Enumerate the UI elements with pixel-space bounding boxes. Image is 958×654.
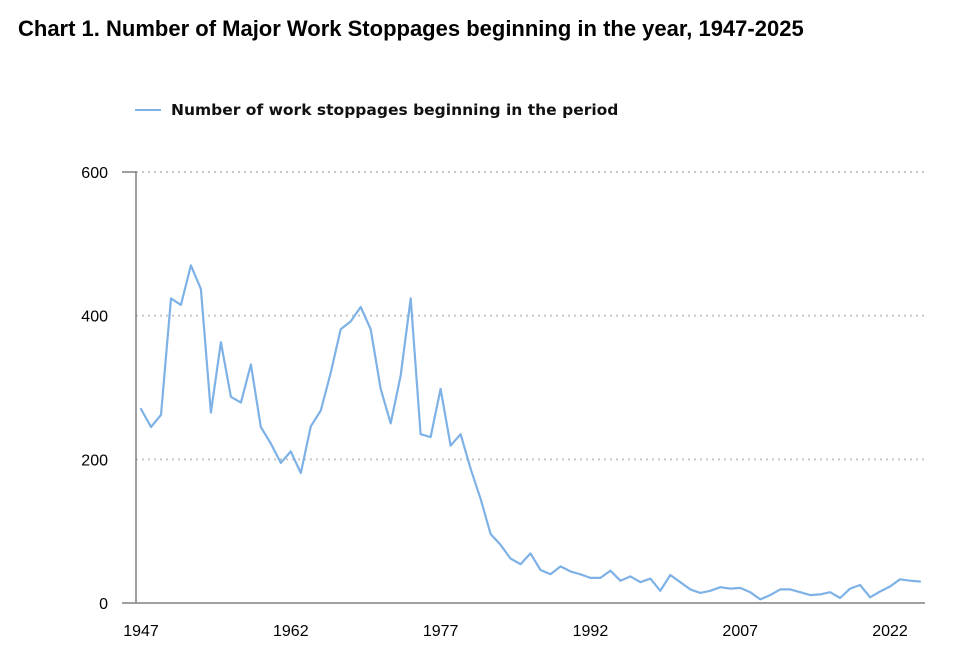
- data-point-1977: [439, 388, 441, 390]
- data-point-1990: [569, 570, 571, 572]
- legend-swatch-line: [135, 109, 161, 111]
- data-point-1970: [370, 328, 372, 330]
- data-point-2008: [749, 591, 751, 593]
- data-point-1989: [559, 565, 561, 567]
- x-tick-label-2022: 2022: [872, 623, 908, 640]
- data-point-1986: [529, 552, 531, 554]
- data-point-1961: [280, 462, 282, 464]
- data-point-1966: [330, 371, 332, 373]
- y-tick-label-200: 200: [81, 452, 108, 469]
- chart-title: Chart 1. Number of Major Work Stoppages …: [18, 16, 804, 41]
- data-point-1985: [519, 563, 521, 565]
- data-point-1995: [619, 580, 621, 582]
- data-point-1962: [290, 450, 292, 452]
- data-point-2009: [759, 598, 761, 600]
- data-point-1973: [399, 374, 401, 376]
- data-point-1982: [489, 533, 491, 535]
- data-point-2007: [739, 587, 741, 589]
- data-point-2019: [859, 584, 861, 586]
- data-point-1974: [409, 297, 411, 299]
- data-point-2020: [869, 596, 871, 598]
- data-point-1999: [659, 590, 661, 592]
- data-point-1993: [599, 577, 601, 579]
- data-point-2006: [729, 587, 731, 589]
- data-point-2001: [679, 581, 681, 583]
- data-point-1978: [449, 444, 451, 446]
- data-point-1997: [639, 581, 641, 583]
- x-tick-label-1962: 1962: [273, 623, 309, 640]
- y-tick-label-400: 400: [81, 309, 108, 326]
- data-point-1981: [479, 498, 481, 500]
- x-tick-label-1947: 1947: [123, 623, 159, 640]
- data-point-2013: [799, 591, 801, 593]
- data-point-2018: [849, 587, 851, 589]
- data-point-2016: [829, 591, 831, 593]
- data-point-2011: [779, 588, 781, 590]
- data-point-1958: [250, 363, 252, 365]
- data-point-1951: [180, 304, 182, 306]
- data-point-1987: [539, 569, 541, 571]
- data-point-1971: [379, 388, 381, 390]
- data-point-1953: [200, 288, 202, 290]
- data-point-2025: [919, 580, 921, 582]
- x-tick-label-1977: 1977: [423, 623, 459, 640]
- data-point-1994: [609, 569, 611, 571]
- data-point-1984: [509, 557, 511, 559]
- y-tick-label-600: 600: [81, 165, 108, 182]
- data-point-1959: [260, 426, 262, 428]
- data-point-1972: [389, 422, 391, 424]
- data-point-2012: [789, 588, 791, 590]
- legend: Number of work stoppages beginning in th…: [135, 101, 618, 119]
- data-point-1992: [589, 577, 591, 579]
- data-point-1949: [160, 414, 162, 416]
- data-point-1955: [220, 341, 222, 343]
- series-line-work-stoppages: [139, 264, 922, 601]
- data-point-1948: [150, 426, 152, 428]
- data-point-1975: [419, 433, 421, 435]
- data-point-1988: [549, 573, 551, 575]
- data-point-1969: [360, 306, 362, 308]
- y-tick-label-0: 0: [99, 596, 108, 613]
- data-point-1991: [579, 573, 581, 575]
- data-point-2000: [669, 574, 671, 576]
- data-point-1965: [320, 409, 322, 411]
- x-tick-label-1992: 1992: [573, 623, 609, 640]
- data-point-2004: [709, 590, 711, 592]
- x-tick-label-2007: 2007: [722, 623, 758, 640]
- data-point-1960: [270, 442, 272, 444]
- data-point-1957: [240, 401, 242, 403]
- data-point-1952: [190, 264, 192, 266]
- data-point-1954: [210, 411, 212, 413]
- data-point-1976: [429, 436, 431, 438]
- data-point-1980: [469, 467, 471, 469]
- data-point-2015: [819, 593, 821, 595]
- data-point-1964: [310, 425, 312, 427]
- legend-label: Number of work stoppages beginning in th…: [171, 101, 619, 119]
- data-point-2003: [699, 592, 701, 594]
- data-point-1998: [649, 577, 651, 579]
- data-point-1996: [629, 575, 631, 577]
- data-point-2022: [889, 585, 891, 587]
- data-point-1979: [459, 433, 461, 435]
- data-point-1968: [350, 320, 352, 322]
- data-point-2024: [909, 580, 911, 582]
- data-point-1963: [300, 472, 302, 474]
- data-point-1950: [170, 297, 172, 299]
- data-point-2002: [689, 588, 691, 590]
- data-point-1956: [230, 396, 232, 398]
- data-point-1983: [499, 544, 501, 546]
- data-point-2014: [809, 594, 811, 596]
- data-point-1967: [340, 328, 342, 330]
- data-point-2010: [769, 594, 771, 596]
- data-point-1947: [140, 408, 142, 410]
- data-point-2021: [879, 590, 881, 592]
- data-point-2023: [899, 578, 901, 580]
- data-point-2005: [719, 586, 721, 588]
- data-point-2017: [839, 597, 841, 599]
